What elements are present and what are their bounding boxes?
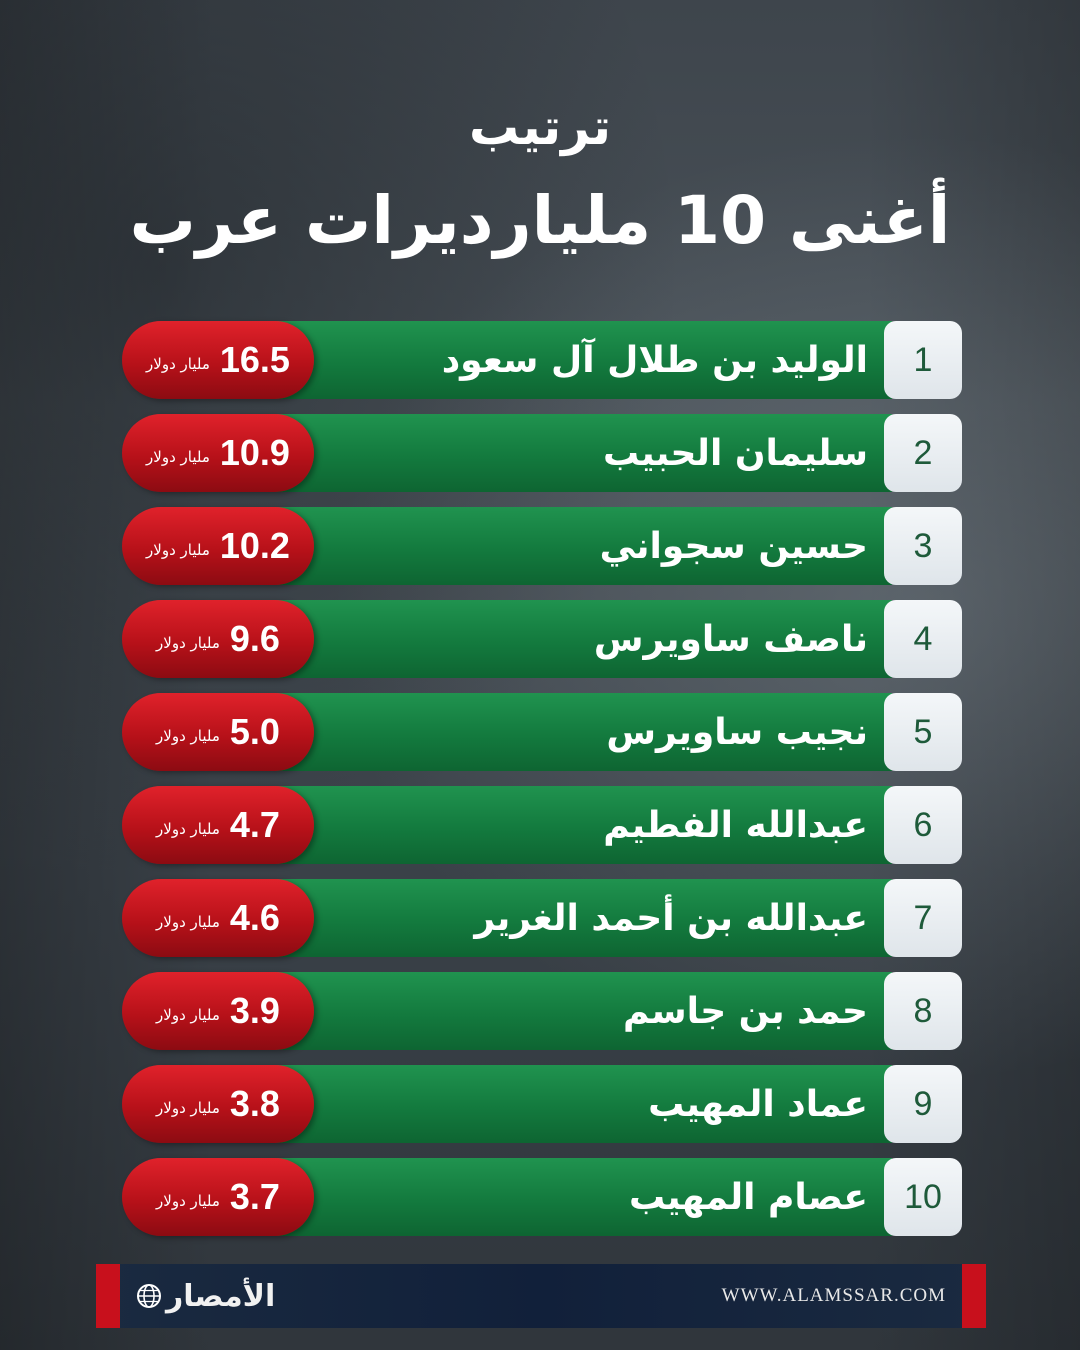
website-url[interactable]: WWW.ALAMSSAR.COM xyxy=(721,1285,946,1306)
brand-logo-text: الأمصار xyxy=(166,1278,276,1314)
name-bar xyxy=(272,600,892,678)
name-bar xyxy=(272,693,892,771)
ranking-row: الوليد بن طلال آل سعود 1 مليار دولار 16.… xyxy=(122,321,962,399)
name-bar xyxy=(272,321,892,399)
brand-logo[interactable]: الأمصار xyxy=(136,1272,275,1320)
ranking-row: حمد بن جاسم 8 مليار دولار 3.9 xyxy=(122,972,962,1050)
ranking-row: ناصف ساويرس 4 مليار دولار 9.6 xyxy=(122,600,962,678)
net-worth-pill: مليار دولار 3.7 xyxy=(122,1158,314,1236)
unit-label: مليار دولار xyxy=(156,1192,220,1210)
net-worth-value: 3.9 xyxy=(229,990,280,1031)
net-worth-pill: مليار دولار 10.2 xyxy=(122,507,314,585)
unit-label: مليار دولار xyxy=(156,1006,220,1024)
name-bar xyxy=(272,414,892,492)
net-worth-pill: مليار دولار 4.6 xyxy=(122,879,314,957)
rank-number: 6 xyxy=(884,786,962,864)
rank-number: 7 xyxy=(884,879,962,957)
globe-icon xyxy=(137,1284,161,1308)
unit-label: مليار دولار xyxy=(156,634,220,652)
ranking-row: سليمان الحبيب 2 مليار دولار 10.9 xyxy=(122,414,962,492)
name-bar xyxy=(272,879,892,957)
billionaire-name: عبدالله بن أحمد الغرير xyxy=(474,897,868,939)
net-worth-pill: مليار دولار 4.7 xyxy=(122,786,314,864)
unit-label: مليار دولار xyxy=(156,913,220,931)
net-worth-value: 5.0 xyxy=(229,711,280,752)
unit-label: مليار دولار xyxy=(156,1099,220,1117)
name-bar xyxy=(272,507,892,585)
title-line-1: ترتيب xyxy=(469,98,611,156)
net-worth-value: 16.5 xyxy=(219,339,290,380)
footer-accent-left xyxy=(96,1264,120,1328)
rank-number: 10 xyxy=(884,1158,962,1236)
unit-label: مليار دولار xyxy=(146,355,210,373)
net-worth-pill: مليار دولار 9.6 xyxy=(122,600,314,678)
net-worth-pill: مليار دولار 3.9 xyxy=(122,972,314,1050)
name-bar xyxy=(272,1065,892,1143)
net-worth-value: 3.8 xyxy=(229,1083,280,1124)
unit-label: مليار دولار xyxy=(156,727,220,745)
net-worth-value: 3.7 xyxy=(229,1176,280,1217)
rank-number: 5 xyxy=(884,693,962,771)
net-worth-pill: مليار دولار 5.0 xyxy=(122,693,314,771)
ranking-row: عصام المهيب 10 مليار دولار 3.7 xyxy=(122,1158,962,1236)
billionaire-name: ناصف ساويرس xyxy=(593,618,868,660)
ranking-row: عبدالله بن أحمد الغرير 7 مليار دولار 4.6 xyxy=(122,879,962,957)
net-worth-pill: مليار دولار 16.5 xyxy=(122,321,314,399)
net-worth-value: 10.2 xyxy=(219,525,290,566)
ranking-row: عبدالله الفطيم 6 مليار دولار 4.7 xyxy=(122,786,962,864)
net-worth-value: 9.6 xyxy=(229,618,280,659)
unit-label: مليار دولار xyxy=(146,541,210,559)
billionaire-name: حمد بن جاسم xyxy=(623,990,868,1032)
rank-number: 9 xyxy=(884,1065,962,1143)
ranking-row: حسين سجواني 3 مليار دولار 10.2 xyxy=(122,507,962,585)
unit-label: مليار دولار xyxy=(156,820,220,838)
billionaire-name: عماد المهيب xyxy=(648,1083,868,1125)
rank-number: 8 xyxy=(884,972,962,1050)
net-worth-pill: مليار دولار 10.9 xyxy=(122,414,314,492)
name-bar xyxy=(272,786,892,864)
unit-label: مليار دولار xyxy=(146,448,210,466)
net-worth-value: 10.9 xyxy=(219,432,290,473)
net-worth-value: 4.6 xyxy=(229,897,280,938)
billionaire-name: الوليد بن طلال آل سعود xyxy=(441,339,868,381)
net-worth-value: 4.7 xyxy=(229,804,280,845)
billionaire-name: عصام المهيب xyxy=(628,1176,868,1218)
name-bar xyxy=(272,1158,892,1236)
rank-number: 4 xyxy=(884,600,962,678)
billionaire-name: سليمان الحبيب xyxy=(602,432,868,474)
footer-accent-right xyxy=(962,1264,986,1328)
footer-banner: الأمصار WWW.ALAMSSAR.COM xyxy=(96,1264,986,1328)
ranking-row: نجيب ساويرس 5 مليار دولار 5.0 xyxy=(122,693,962,771)
rank-number: 2 xyxy=(884,414,962,492)
net-worth-pill: مليار دولار 3.8 xyxy=(122,1065,314,1143)
billionaire-name: حسين سجواني xyxy=(599,525,868,567)
title-line-2: أغنى 10 مليارديرات عرب xyxy=(129,182,951,259)
billionaire-name: نجيب ساويرس xyxy=(606,711,868,753)
rank-number: 1 xyxy=(884,321,962,399)
name-bar xyxy=(272,972,892,1050)
rank-number: 3 xyxy=(884,507,962,585)
billionaire-name: عبدالله الفطيم xyxy=(603,804,868,846)
ranking-row: عماد المهيب 9 مليار دولار 3.8 xyxy=(122,1065,962,1143)
